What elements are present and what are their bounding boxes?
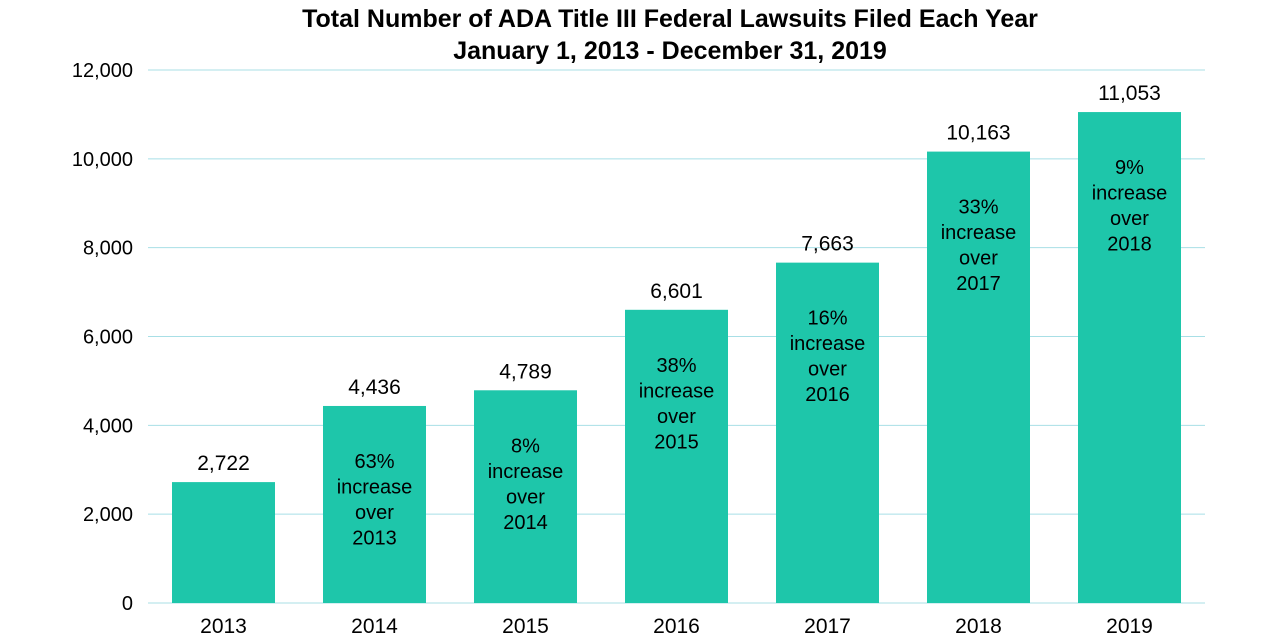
bar-2019	[1078, 112, 1181, 603]
x-tick-label: 2017	[804, 615, 851, 638]
annotation-line: 2013	[352, 527, 397, 549]
value-label: 10,163	[946, 122, 1010, 145]
annotation-line: increase	[790, 333, 866, 355]
annotation-line: 38%	[656, 355, 696, 377]
annotation-line: 2017	[956, 273, 1001, 295]
y-tick-label: 4,000	[83, 415, 133, 437]
x-tick-label: 2019	[1106, 615, 1153, 638]
y-tick-label: 10,000	[72, 149, 133, 171]
x-axis-tick-labels: 2013 2014 2015 2016 2017 2018 2019	[200, 615, 1153, 638]
value-label: 4,789	[499, 360, 552, 383]
annotation-line: 2016	[805, 384, 850, 406]
annotation-line: 9%	[1115, 157, 1144, 179]
bar-2017	[776, 262, 879, 603]
y-tick-label: 0	[122, 593, 133, 615]
x-tick-label: 2015	[502, 615, 549, 638]
annotation-line: increase	[337, 476, 413, 498]
value-label: 4,436	[348, 376, 401, 399]
annotation-line: increase	[941, 222, 1017, 244]
y-tick-label: 8,000	[83, 238, 133, 260]
bar-2013	[172, 482, 275, 603]
value-label: 7,663	[801, 233, 854, 256]
value-label: 6,601	[650, 280, 703, 303]
chart-title: Total Number of ADA Title III Federal La…	[302, 5, 1038, 33]
annotation-line: over	[808, 359, 847, 381]
bar-2015	[474, 390, 577, 603]
annotation-line: over	[506, 486, 545, 508]
y-tick-label: 2,000	[83, 504, 133, 526]
y-tick-label: 12,000	[72, 60, 133, 82]
annotation-line: 2015	[654, 431, 699, 453]
y-axis-tick-labels: 0 2,000 4,000 6,000 8,000 10,000 12,000	[72, 60, 133, 615]
annotation-line: 2014	[503, 512, 548, 534]
value-label: 2,722	[197, 452, 250, 475]
bar-2016	[625, 309, 728, 603]
x-tick-label: 2013	[200, 615, 247, 638]
y-tick-label: 6,000	[83, 327, 133, 349]
bar-2014	[323, 405, 426, 603]
bar-2018	[927, 151, 1030, 603]
x-tick-label: 2014	[351, 615, 398, 638]
annotation-line: 33%	[958, 197, 998, 219]
annotation-line: over	[355, 502, 394, 524]
annotation-line: 16%	[807, 308, 847, 330]
data-labels: 2,722 4,436 63% increase over 2013 4,789 8% incr…	[197, 82, 1167, 549]
value-label: 11,053	[1098, 82, 1161, 105]
annotation-line: increase	[1092, 183, 1168, 205]
annotation-line: over	[1110, 208, 1149, 230]
chart-subtitle: January 1, 2013 - December 31, 2019	[453, 37, 887, 65]
annotation-line: 8%	[511, 435, 540, 457]
annotation-line: over	[959, 248, 998, 270]
annotation-line: over	[657, 406, 696, 428]
annotation-line: increase	[488, 461, 564, 483]
annotation-line: increase	[639, 380, 715, 402]
x-tick-label: 2018	[955, 615, 1002, 638]
x-tick-label: 2016	[653, 615, 700, 638]
annotation-line: 2018	[1107, 234, 1152, 256]
annotation-line: 63%	[354, 451, 394, 473]
bars	[172, 112, 1181, 603]
